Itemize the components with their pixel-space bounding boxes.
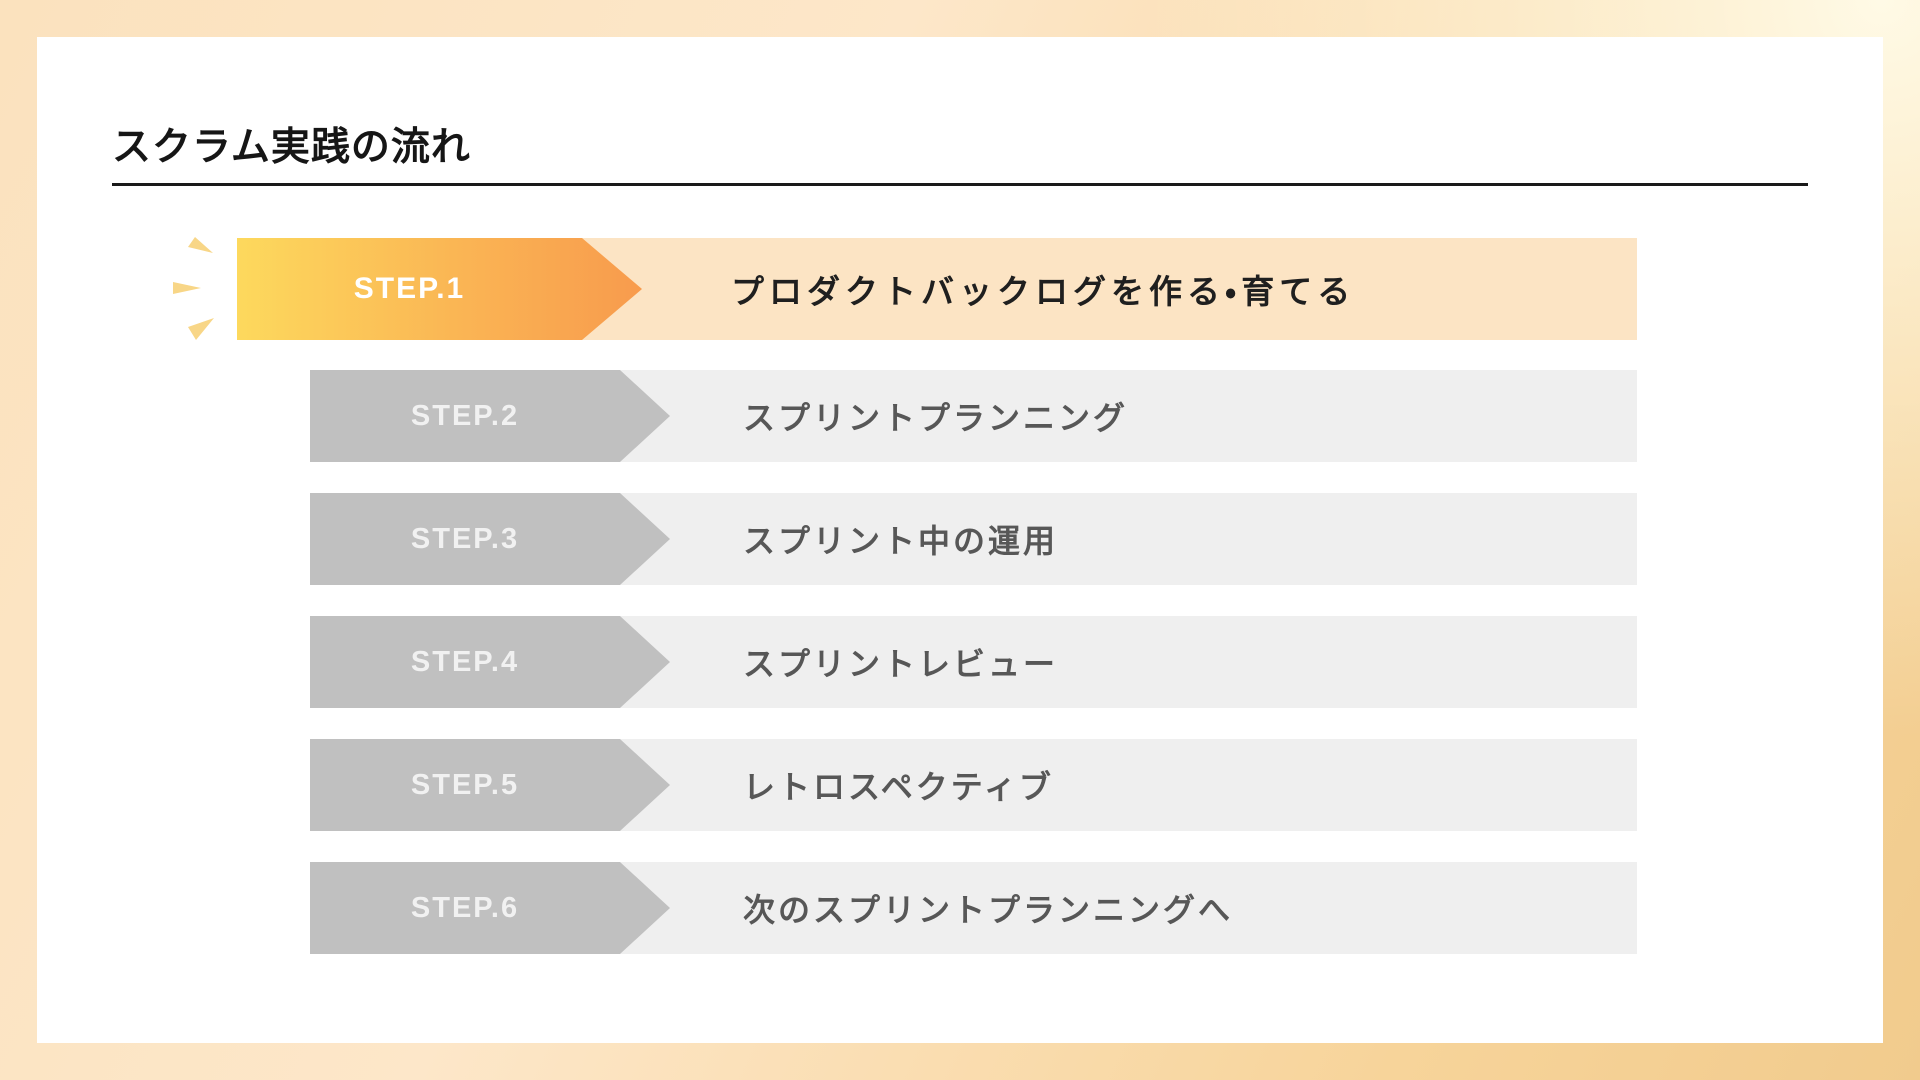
step-4-badge: STEP.4 — [310, 616, 670, 708]
step-5-badge: STEP.5 — [310, 739, 670, 831]
step-row-5: STEP.5 レトロスペクティブ — [310, 739, 1637, 831]
step-4-label: スプリントレビュー — [743, 646, 1059, 682]
step-1-label: プロダクトバックログを作る・育てる — [731, 273, 1356, 310]
emphasis-burst-icon — [173, 237, 214, 340]
step-row-1: STEP.1 プロダクトバックログを作る・育てる — [237, 238, 1637, 340]
step-6-badge: STEP.6 — [310, 862, 670, 954]
step-row-3: STEP.3 スプリント中の運用 — [310, 493, 1637, 585]
title-underline — [112, 183, 1808, 186]
step-row-2: STEP.2 スプリントプランニング — [310, 370, 1637, 462]
step-3-label: スプリント中の運用 — [743, 523, 1059, 559]
step-row-4: STEP.4 スプリントレビュー — [310, 616, 1637, 708]
step-3-badge: STEP.3 — [310, 493, 670, 585]
page-title: スクラム実践の流れ — [112, 126, 471, 170]
step-5-label: レトロスペクティブ — [743, 769, 1054, 805]
step-6-label: 次のスプリントプランニングへ — [743, 892, 1234, 928]
slide-card: スクラム実践の流れ STEP.1 プロダクトバックログを作る・育てる STEP.… — [37, 37, 1883, 1043]
step-2-label: スプリントプランニング — [743, 400, 1129, 436]
step-1-badge: STEP.1 — [237, 238, 642, 340]
step-row-6: STEP.6 次のスプリントプランニングへ — [310, 862, 1637, 954]
step-2-badge: STEP.2 — [310, 370, 670, 462]
